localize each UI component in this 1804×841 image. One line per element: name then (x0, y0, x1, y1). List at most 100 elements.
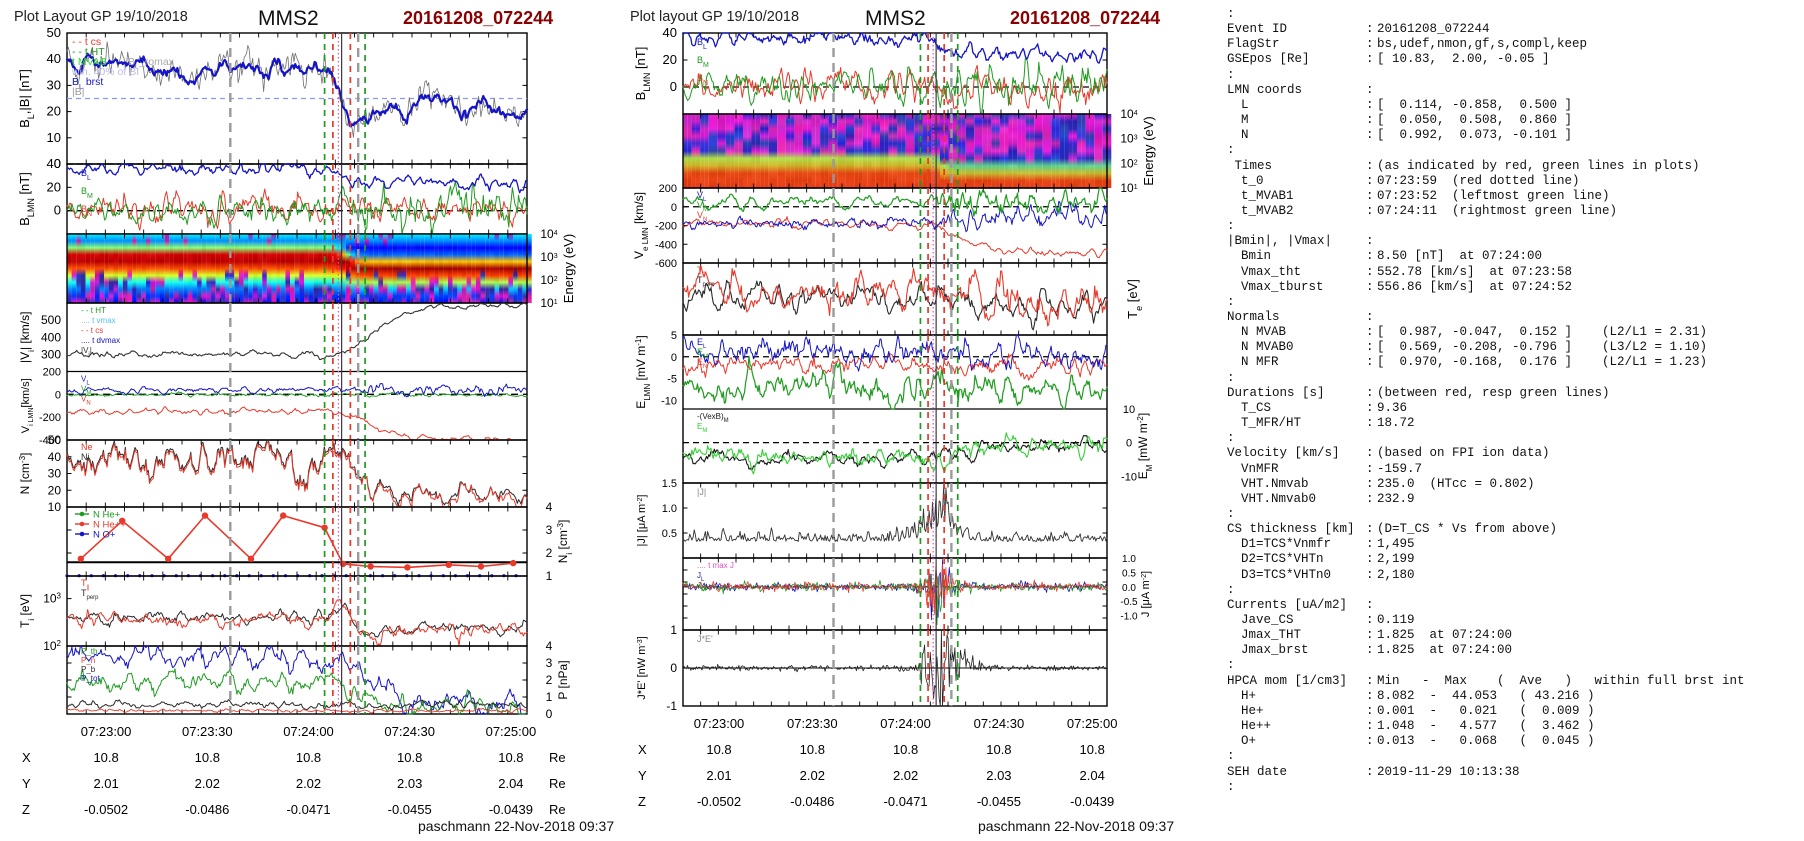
svg-text:.... t max J: .... t max J (697, 561, 734, 570)
svg-text:-0.0455: -0.0455 (977, 794, 1021, 809)
svg-text:10.8: 10.8 (893, 742, 918, 757)
svg-text:4: 4 (546, 639, 553, 653)
svg-text:4: 4 (546, 500, 553, 514)
svg-text:0: 0 (671, 202, 677, 214)
svg-text:2.01: 2.01 (93, 776, 118, 791)
svg-text:-0.0439: -0.0439 (489, 802, 533, 817)
svg-text:P_n: P_n (81, 656, 95, 665)
svg-text:Z: Z (638, 794, 646, 809)
svg-text:-10: -10 (1121, 471, 1137, 483)
svg-text:2.02: 2.02 (296, 776, 321, 791)
svg-text:-0.0455: -0.0455 (388, 802, 432, 817)
svg-text:3: 3 (546, 523, 553, 537)
svg-text:07:23:00: 07:23:00 (81, 724, 132, 739)
svg-text:Z: Z (22, 802, 30, 817)
svg-text:10: 10 (48, 500, 62, 514)
svg-text:0.0: 0.0 (1122, 583, 1136, 594)
svg-text:07:24:00: 07:24:00 (283, 724, 334, 739)
svg-text:win. 40% of BI: win. 40% of BI (71, 66, 139, 78)
svg-text:0: 0 (546, 707, 553, 721)
svg-text:-200: -200 (39, 412, 61, 424)
svg-text:|J|: |J| (697, 487, 706, 497)
svg-text:50: 50 (47, 25, 61, 40)
svg-text:Y: Y (22, 776, 31, 791)
svg-text:Energy (eV): Energy (eV) (1141, 116, 1156, 185)
svg-text:10.8: 10.8 (706, 742, 731, 757)
svg-text:-0.0471: -0.0471 (884, 794, 928, 809)
svg-text:-0.0471: -0.0471 (286, 802, 330, 817)
svg-text:P_b: P_b (81, 665, 96, 674)
svg-text:10.8: 10.8 (397, 750, 422, 765)
svg-text:0: 0 (671, 352, 677, 364)
svg-text:J*E' [nW m-3]: J*E' [nW m-3] (636, 636, 648, 699)
svg-text:10.8: 10.8 (800, 742, 825, 757)
svg-text:0.5: 0.5 (1122, 568, 1136, 579)
svg-text:0: 0 (1126, 438, 1132, 450)
svg-text:200: 200 (659, 183, 677, 195)
svg-text:- - t HT: - - t HT (81, 306, 106, 315)
svg-text:.... t vmax: .... t vmax (81, 316, 116, 325)
svg-text:1.5: 1.5 (662, 478, 677, 490)
svg-text:10.8: 10.8 (1080, 742, 1105, 757)
svg-text:-400: -400 (655, 239, 677, 251)
svg-text:2.04: 2.04 (498, 776, 523, 791)
svg-text:10.8: 10.8 (498, 750, 523, 765)
svg-text:20: 20 (47, 179, 61, 194)
svg-text:-0.0502: -0.0502 (84, 802, 128, 817)
svg-text:400: 400 (41, 330, 61, 344)
svg-text:1.0: 1.0 (1122, 554, 1136, 565)
svg-text:-0.0439: -0.0439 (1070, 794, 1114, 809)
svg-text:-0.0486: -0.0486 (790, 794, 834, 809)
svg-text:|B|: |B| (72, 86, 84, 98)
svg-text:Re: Re (549, 750, 566, 765)
svg-text:07:23:30: 07:23:30 (182, 724, 233, 739)
svg-text:-600: -600 (655, 258, 677, 270)
svg-text:-0.5: -0.5 (1120, 597, 1138, 608)
svg-text:1: 1 (546, 569, 553, 583)
svg-text:20: 20 (47, 104, 61, 119)
svg-text:2.02: 2.02 (800, 768, 825, 783)
svg-text:10.8: 10.8 (93, 750, 118, 765)
svg-text:1: 1 (670, 623, 677, 637)
svg-text:-5: -5 (667, 374, 677, 386)
svg-text:40: 40 (47, 156, 61, 171)
svg-text:0: 0 (670, 661, 677, 675)
svg-text:X: X (638, 742, 647, 757)
svg-text:07:24:30: 07:24:30 (974, 716, 1025, 731)
svg-text:07:23:30: 07:23:30 (787, 716, 838, 731)
svg-text:0: 0 (54, 203, 61, 218)
svg-text:2.02: 2.02 (893, 768, 918, 783)
svg-text:P_th: P_th (81, 647, 97, 656)
svg-text:5: 5 (671, 330, 677, 342)
svg-text:07:23:00: 07:23:00 (694, 716, 745, 731)
svg-text:30: 30 (48, 467, 62, 481)
svg-text:Re: Re (549, 802, 566, 817)
svg-text:40: 40 (47, 51, 61, 66)
svg-text:1.0: 1.0 (662, 503, 677, 515)
svg-text:Re: Re (549, 776, 566, 791)
svg-text:P [nPa]: P [nPa] (556, 660, 570, 699)
svg-text:Ni: Ni (81, 452, 90, 462)
svg-text:3: 3 (546, 656, 553, 670)
svg-text:500: 500 (41, 313, 61, 327)
svg-text:0.5: 0.5 (662, 528, 677, 540)
svg-text:1: 1 (546, 690, 553, 704)
svg-text:10.8: 10.8 (296, 750, 321, 765)
svg-text:200: 200 (43, 367, 61, 379)
svg-text:20: 20 (663, 52, 677, 67)
svg-text:N O+: N O+ (93, 530, 116, 541)
svg-text:X: X (22, 750, 31, 765)
svg-text:0: 0 (55, 389, 61, 401)
svg-text:2.03: 2.03 (397, 776, 422, 791)
svg-text:07:24:30: 07:24:30 (384, 724, 435, 739)
svg-text:Y: Y (638, 768, 647, 783)
svg-text:2: 2 (546, 546, 553, 560)
svg-text:10: 10 (1123, 404, 1135, 416)
svg-text:2.01: 2.01 (706, 768, 731, 783)
svg-text:2.02: 2.02 (195, 776, 220, 791)
svg-text:40: 40 (663, 25, 677, 40)
svg-text:30: 30 (47, 77, 61, 92)
svg-text:-1.0: -1.0 (1120, 612, 1138, 623)
svg-text:20: 20 (48, 483, 62, 497)
svg-text:2.03: 2.03 (986, 768, 1011, 783)
